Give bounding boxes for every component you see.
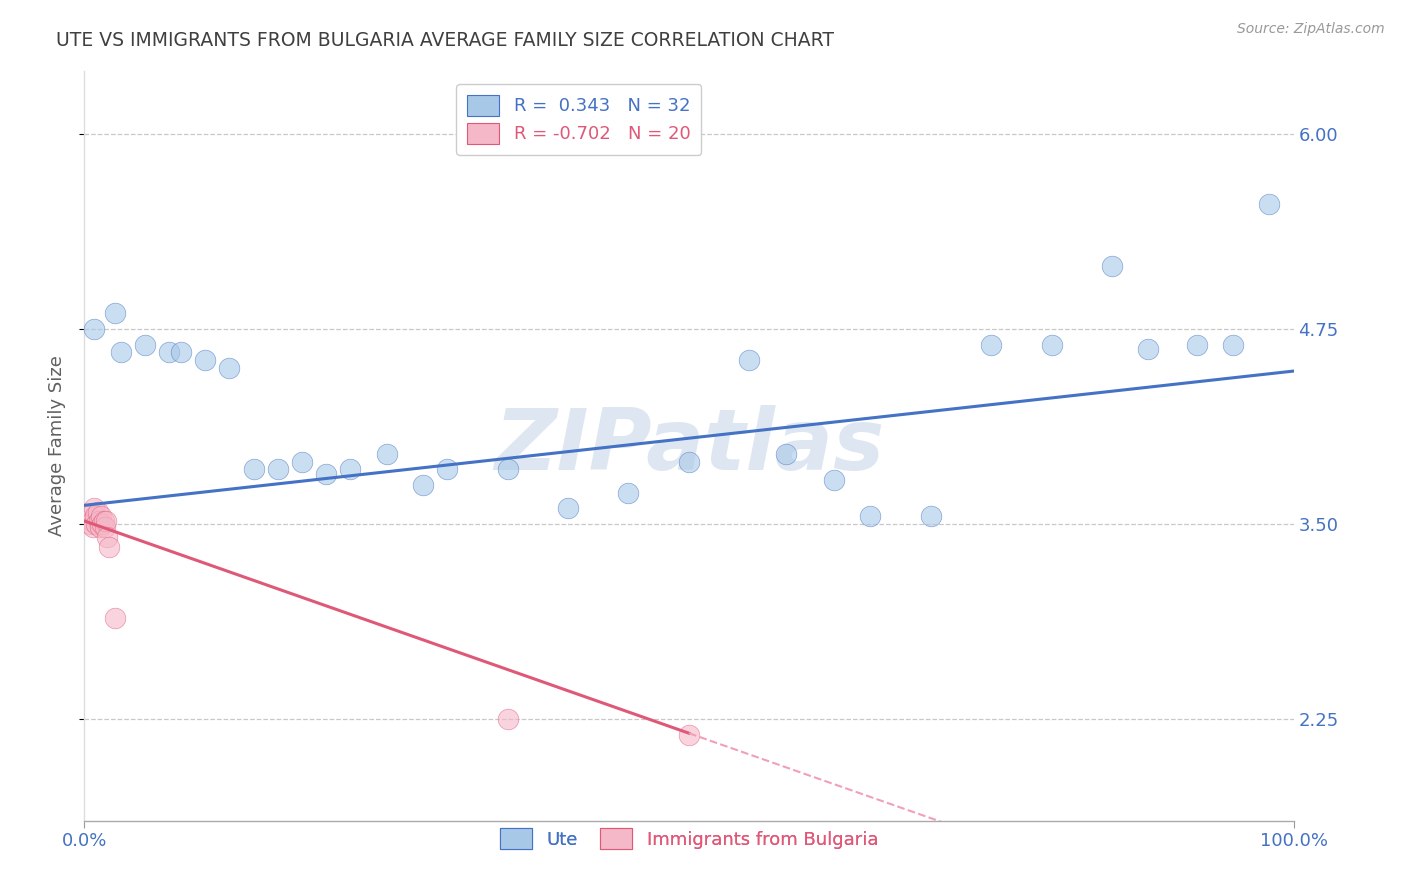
- Point: [496, 712, 519, 726]
- Point: [86, 505, 108, 519]
- Point: [1040, 337, 1063, 351]
- Point: [94, 520, 117, 534]
- Point: [83, 322, 105, 336]
- Point: [110, 345, 132, 359]
- Point: [339, 462, 361, 476]
- Point: [93, 514, 115, 528]
- Point: [1101, 260, 1123, 274]
- Point: [86, 517, 108, 532]
- Point: [920, 509, 942, 524]
- Point: [678, 728, 700, 742]
- Point: [775, 447, 797, 461]
- Point: [79, 517, 101, 532]
- Point: [84, 509, 107, 524]
- Point: [97, 541, 120, 555]
- Point: [267, 462, 290, 476]
- Point: [496, 462, 519, 476]
- Point: [194, 353, 217, 368]
- Y-axis label: Average Family Size: Average Family Size: [48, 356, 66, 536]
- Point: [1137, 343, 1160, 357]
- Point: [557, 501, 579, 516]
- Point: [1185, 337, 1208, 351]
- Point: [218, 361, 240, 376]
- Text: ZIPatlas: ZIPatlas: [494, 404, 884, 488]
- Point: [87, 514, 110, 528]
- Point: [375, 447, 398, 461]
- Point: [315, 467, 337, 482]
- Point: [859, 509, 882, 524]
- Legend: Ute, Immigrants from Bulgaria: Ute, Immigrants from Bulgaria: [492, 822, 886, 856]
- Point: [96, 530, 118, 544]
- Point: [291, 455, 314, 469]
- Point: [1222, 337, 1244, 351]
- Point: [617, 485, 640, 500]
- Point: [134, 337, 156, 351]
- Point: [90, 509, 112, 524]
- Point: [242, 462, 264, 476]
- Point: [170, 345, 193, 359]
- Point: [823, 473, 845, 487]
- Point: [412, 478, 434, 492]
- Point: [738, 353, 761, 368]
- Point: [82, 520, 104, 534]
- Point: [91, 517, 114, 532]
- Point: [77, 509, 100, 524]
- Point: [1258, 197, 1281, 211]
- Text: UTE VS IMMIGRANTS FROM BULGARIA AVERAGE FAMILY SIZE CORRELATION CHART: UTE VS IMMIGRANTS FROM BULGARIA AVERAGE …: [56, 31, 834, 50]
- Point: [104, 306, 127, 320]
- Point: [980, 337, 1002, 351]
- Point: [104, 611, 127, 625]
- Point: [157, 345, 180, 359]
- Point: [89, 520, 111, 534]
- Text: Source: ZipAtlas.com: Source: ZipAtlas.com: [1237, 22, 1385, 37]
- Point: [83, 501, 105, 516]
- Point: [436, 462, 458, 476]
- Point: [94, 514, 117, 528]
- Point: [80, 514, 103, 528]
- Point: [678, 455, 700, 469]
